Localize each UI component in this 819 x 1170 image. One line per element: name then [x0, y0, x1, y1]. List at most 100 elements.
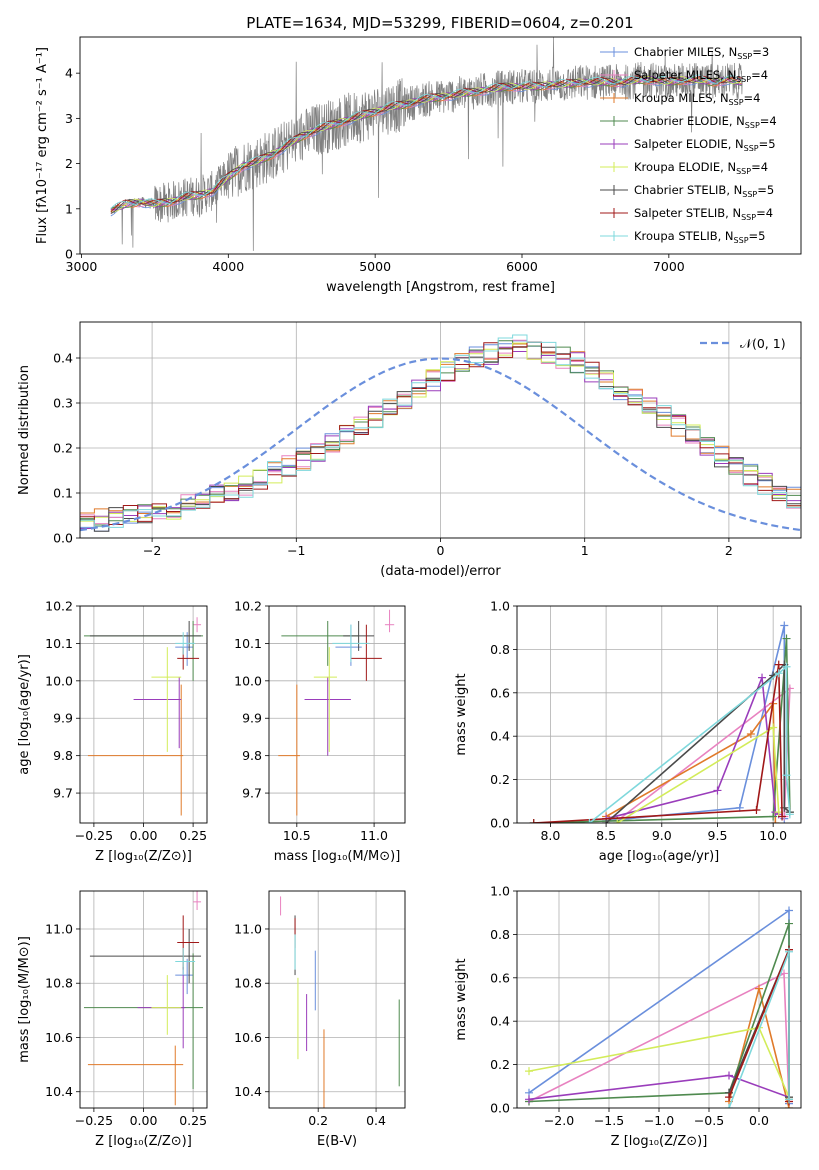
x-tick-label: −1.0: [644, 1113, 674, 1128]
legend-label-count: =5: [757, 183, 774, 197]
x-tick-label: 1: [581, 543, 589, 558]
axes-frame: [79, 605, 208, 824]
y-tick-label: 10.1: [234, 636, 262, 651]
y-tick-label: 10.1: [45, 636, 73, 651]
y-tick-label: 0.2: [490, 772, 510, 787]
legend-label: Chabrier MILES, NSSP=3: [634, 45, 769, 61]
y-tick-label: 1: [65, 201, 73, 216]
y-tick-label: 9.7: [53, 786, 73, 801]
x-tick-label: −0.25: [75, 828, 113, 843]
spectrum-panel: 3000 4000 5000 6000 7000 0 1 2 3 4 wavelength [Ang…: [35, 36, 802, 295]
massweight_vs_Z-plot-area: [517, 891, 801, 1108]
weight-marker-2: [755, 984, 763, 993]
x-tick-label: 0.00: [130, 828, 158, 843]
legend-label: Salpeter ELODIE, NSSP=5: [634, 137, 776, 153]
y-tick-label: 10.8: [45, 976, 73, 991]
legend-label-main: Salpeter ELODIE, N: [634, 137, 744, 151]
y-tick-label: 1.0: [490, 884, 510, 899]
y-tick-label: 0.0: [490, 1101, 510, 1116]
weight-marker-8: [785, 1095, 793, 1104]
y-tick-label: 2: [65, 156, 73, 171]
y-axis-label: mass weight: [454, 958, 469, 1040]
legend-label: Chabrier ELODIE, NSSP=4: [634, 114, 777, 130]
weight-marker-5: [525, 1067, 533, 1076]
y-tick-label: 10.6: [45, 1030, 73, 1045]
x-tick-label: 7000: [653, 259, 685, 274]
weight-marker-4: [525, 1095, 533, 1104]
y-tick-label: 0.4: [490, 1014, 510, 1029]
y-tick-label: 0.6: [490, 970, 510, 985]
age_vs_mass-plot-area: [269, 606, 405, 823]
y-tick-label: 0.8: [490, 642, 510, 657]
axes-frame: [79, 36, 802, 255]
y-tick-label: 10.6: [234, 1030, 262, 1045]
weight-marker-5: [613, 819, 622, 823]
weight-marker-6: [602, 819, 611, 823]
x-axis-label: mass [log₁₀(M/M⊙)]: [274, 849, 401, 864]
x-tick-label: −1.5: [594, 1113, 624, 1128]
weight-line-2: [605, 701, 777, 823]
legend-label-sub: SSP: [744, 144, 759, 153]
weight-marker-3: [785, 919, 793, 928]
legend-label-sub: SSP: [736, 75, 751, 84]
weight-marker-4: [758, 673, 767, 682]
x-axis-label: Z [log₁₀(Z/Z⊙)]: [95, 1134, 192, 1149]
massweight_vs_age-plot-area: [517, 606, 801, 823]
massweight_vs_Z-panel: −2.0 −1.5 −1.0 −0.5 0.0 0.0 0.2 0.4 0.6 0.8 1.0 Z […: [454, 884, 802, 1149]
y-tick-label: 0.0: [53, 531, 73, 546]
mass_vs_ebv-panel: 0.2 0.4 10.4 10.6 10.8 11.0 E(B-V): [234, 890, 406, 1149]
x-tick-label: 0.2: [308, 1113, 328, 1128]
legend-label-main: Kroupa STELIB, N: [634, 229, 734, 243]
weight-marker-7: [774, 660, 783, 669]
x-tick-label: −1: [287, 543, 305, 558]
weight-marker-8: [782, 771, 791, 780]
x-tick-label: 9.0: [652, 828, 672, 843]
weight-marker-8: [774, 669, 783, 678]
y-tick-label: 0: [65, 247, 73, 262]
x-tick-label: 6000: [506, 259, 538, 274]
weight-marker-8: [785, 947, 793, 956]
model-line-7: [110, 75, 742, 213]
y-tick-label: 10.8: [234, 976, 262, 991]
weight-marker-2: [746, 730, 755, 739]
legend-label-sub: SSP: [736, 167, 751, 176]
weight-marker-3: [782, 634, 791, 643]
weight-marker-8: [785, 810, 794, 819]
x-tick-label: 10.0: [759, 828, 787, 843]
weight-marker-0: [780, 621, 789, 630]
y-axis-label: age [log₁₀(age/yr)]: [17, 654, 32, 775]
legend-label-count: =4: [744, 91, 761, 105]
legend-label-main: Chabrier STELIB, N: [634, 183, 742, 197]
weight-marker-7: [752, 805, 761, 814]
age_vs_Z-plot-area: [80, 606, 207, 823]
age_vs_Z-panel: −0.25 0.00 0.25 9.7 9.8 9.9 10.0 10.1 10.2 Z [log…: [17, 599, 208, 864]
weight-line-0: [606, 625, 786, 822]
weight-marker-4: [725, 1071, 733, 1080]
x-tick-label: 0.0: [749, 1113, 769, 1128]
model-line-0: [110, 78, 742, 217]
x-tick-label: 3000: [66, 259, 98, 274]
legend-label-sub: SSP: [742, 190, 757, 199]
mass_vs_Z-panel: −0.25 0.00 0.25 10.4 10.6 10.8 11.0 Z [log₁₀(Z/…: [17, 890, 208, 1149]
weight-line-7: [533, 664, 783, 823]
y-tick-label: 9.8: [53, 748, 73, 763]
legend-label-count: =5: [749, 229, 766, 243]
weight-line-4: [605, 677, 780, 820]
x-axis-label: wavelength [Angstrom, rest frame]: [326, 280, 555, 295]
legend-label-main: Chabrier MILES, N: [634, 45, 737, 59]
x-tick-label: 8.0: [540, 828, 560, 843]
age_vs_mass-panel: 10.5 11.0 9.7 9.8 9.9 10.0 10.1 10.2 mass [log₁₀…: [234, 599, 406, 864]
y-tick-label: 10.2: [234, 599, 262, 614]
axes-frame: [516, 890, 802, 1109]
mass_vs_Z-plot-area: [80, 891, 207, 1108]
legend-label-sub: SSP: [737, 52, 752, 61]
x-axis-label: Z [log₁₀(Z/Z⊙)]: [611, 1134, 708, 1149]
axes-frame: [516, 605, 802, 824]
x-tick-label: 2: [725, 543, 733, 558]
x-tick-label: 5000: [359, 259, 391, 274]
y-tick-label: 0.2: [490, 1057, 510, 1072]
legend-label-count: =4: [751, 68, 768, 82]
x-tick-label: 9.5: [708, 828, 728, 843]
x-tick-label: 0.25: [179, 1113, 207, 1128]
